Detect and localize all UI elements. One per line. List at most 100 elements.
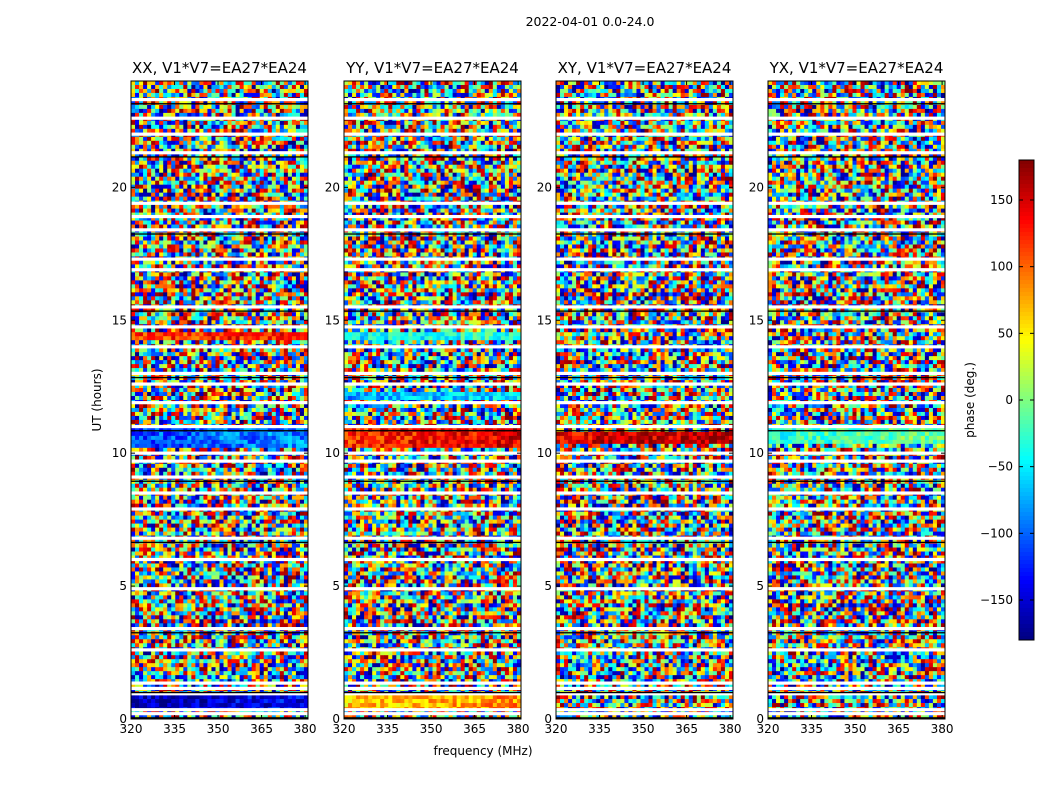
flag-line [556, 310, 733, 312]
flag-line [344, 480, 521, 482]
gap-line [556, 424, 733, 429]
gap-line [344, 627, 521, 631]
gap-line [556, 132, 733, 136]
x-tick-label: 320 [120, 722, 143, 736]
gap-line [768, 214, 945, 219]
y-tick-label: 15 [537, 313, 552, 327]
flag-line [768, 717, 945, 719]
gap-line [131, 345, 308, 349]
gap-line [344, 132, 521, 136]
flag-line [131, 430, 308, 432]
gap-line [768, 424, 945, 429]
gap-line [344, 686, 521, 691]
gap-line [344, 507, 521, 511]
gap-line [556, 491, 733, 495]
x-tick-label: 380 [294, 722, 317, 736]
colorbar-tick-label: 100 [990, 260, 1013, 274]
y-tick-label: 5 [332, 579, 340, 593]
gap-line [556, 228, 733, 232]
gap-line [556, 686, 733, 691]
flag-line [344, 717, 521, 719]
y-tick-label: 20 [112, 180, 127, 194]
flag-line [768, 376, 945, 379]
colorbar-tick-label: −100 [980, 526, 1013, 540]
gap-line [556, 692, 733, 696]
colorbar-tick-label: 50 [998, 326, 1013, 340]
y-tick-label: 5 [119, 579, 127, 593]
gap-line [344, 382, 521, 386]
colorbar-label: phase (deg.) [963, 362, 977, 438]
colorbar-tick-label: −50 [988, 460, 1013, 474]
y-tick-label: 15 [112, 313, 127, 327]
panel-title: XY, V1*V7=EA27*EA24 [558, 59, 732, 77]
gap-line [131, 708, 308, 712]
gap-line [556, 475, 733, 479]
flag-line [768, 480, 945, 482]
phase-image [131, 81, 308, 719]
gap-line [131, 132, 308, 136]
gap-line [344, 459, 521, 463]
x-tick-label: 320 [757, 722, 780, 736]
gap-line [131, 648, 308, 652]
y-tick-label: 15 [749, 313, 764, 327]
gap-line [131, 305, 308, 309]
gap-line [131, 116, 308, 120]
gap-line [768, 627, 945, 631]
gap-line [344, 305, 521, 309]
flag-line [768, 103, 945, 105]
gap-line [131, 325, 308, 329]
flag-line [556, 717, 733, 719]
y-tick-label: 20 [325, 180, 340, 194]
gap-line [556, 681, 733, 685]
x-tick-label: 335 [163, 722, 186, 736]
flag-line [344, 430, 521, 432]
flag-line [344, 541, 521, 544]
flag-line [768, 156, 945, 158]
gap-line [556, 708, 733, 712]
gap-line [768, 475, 945, 479]
flag-line [344, 632, 521, 634]
flag-line [344, 156, 521, 158]
gap-line [556, 201, 733, 205]
panel-2: XY, V1*V7=EA27*EA24 320 335 350 365 380 0 5 10 15… [537, 59, 742, 736]
flag-line [344, 103, 521, 105]
gap-line [768, 325, 945, 329]
gap-line [131, 686, 308, 691]
flag-line [131, 156, 308, 158]
colorbar-tick-label: −150 [980, 593, 1013, 607]
gap-line [768, 712, 945, 716]
flag-line [556, 480, 733, 482]
gap-line [131, 401, 308, 405]
gap-line [768, 507, 945, 511]
gap-line [131, 507, 308, 511]
flag-line [556, 156, 733, 158]
x-tick-label: 335 [376, 722, 399, 736]
gap-line [556, 214, 733, 219]
flag-line [344, 691, 521, 694]
gap-line [344, 228, 521, 232]
gap-line [344, 491, 521, 495]
gap-line [131, 201, 308, 205]
gap-line [344, 116, 521, 120]
flag-line [556, 430, 733, 432]
flag-line [344, 233, 521, 235]
flag-line [344, 310, 521, 312]
flag-line [768, 691, 945, 694]
gap-line [131, 382, 308, 386]
gap-line [556, 557, 733, 562]
gap-line [131, 536, 308, 540]
gap-line [344, 201, 521, 205]
gap-line [768, 132, 945, 136]
flag-line [768, 541, 945, 544]
gap-line [768, 116, 945, 120]
gap-line [131, 475, 308, 479]
flag-line [768, 310, 945, 312]
y-tick-label: 20 [537, 180, 552, 194]
y-tick-label: 5 [756, 579, 764, 593]
phase-image [768, 81, 945, 719]
colorbar-tick-label: 150 [990, 193, 1013, 207]
gap-line [344, 345, 521, 349]
y-tick-label: 10 [749, 446, 764, 460]
flag-line [556, 541, 733, 544]
figure-suptitle: 2022-04-01 0.0-24.0 [526, 14, 655, 29]
